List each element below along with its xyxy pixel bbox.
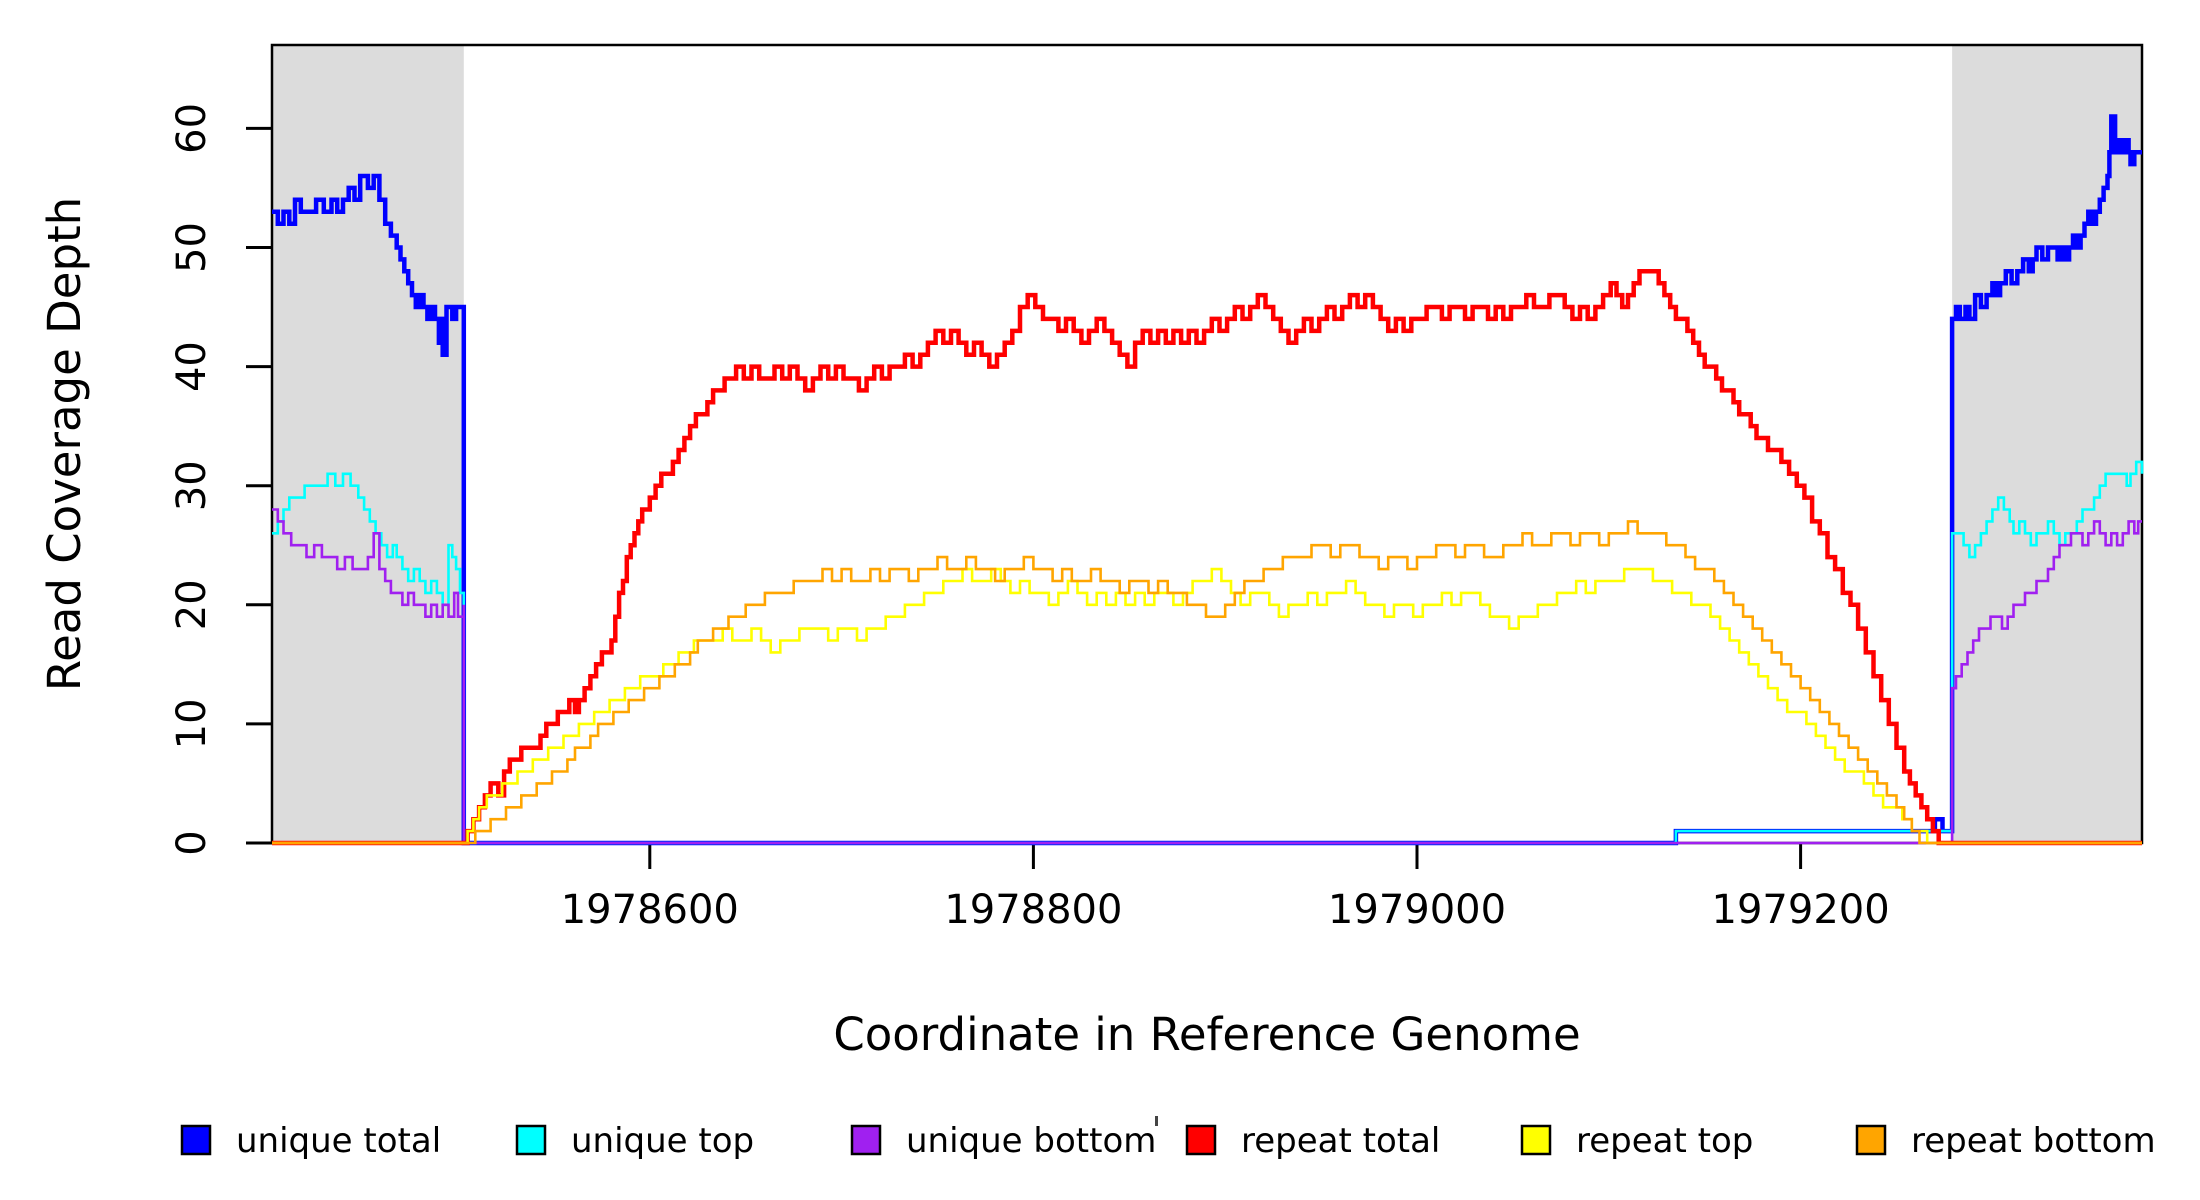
- series-unique-bottom: [272, 508, 2142, 845]
- y-tick-label: 10: [169, 698, 215, 749]
- y-tick-label: 40: [169, 341, 215, 392]
- series-unique-top: [272, 460, 2144, 845]
- artifact-dot: [1155, 1116, 1158, 1126]
- y-axis-title: Read Coverage Depth: [38, 197, 91, 691]
- legend-label-repeat-bottom: repeat bottom: [1911, 1121, 2156, 1161]
- legend-label-unique-total: unique total: [236, 1121, 441, 1161]
- unique-region-left: [272, 45, 464, 843]
- series-repeat-total: [272, 269, 2142, 846]
- legend-swatch-repeat-top: [1520, 1124, 1552, 1156]
- legend-swatch-repeat-bottom: [1855, 1124, 1887, 1156]
- x-tick-label: 1978800: [944, 887, 1122, 933]
- legend-label-unique-bottom: unique bottom: [906, 1121, 1156, 1161]
- x-tick-label: 1979200: [1712, 887, 1890, 933]
- chart-legend: unique total unique top unique bottom repea…: [180, 1121, 2156, 1161]
- y-tick-label: 50: [169, 222, 215, 273]
- axes: 1978600 1978800 1979000 1979200 0 10 20 30 40 50 6…: [169, 103, 1890, 933]
- y-tick-label: 0: [169, 830, 215, 855]
- unique-region-right: [1952, 45, 2142, 843]
- y-tick-label: 30: [169, 460, 215, 511]
- series-unique-total: [272, 114, 2142, 846]
- legend-swatch-repeat-total: [1185, 1124, 1217, 1156]
- coverage-series: [272, 114, 2144, 846]
- series-repeat-bottom: [272, 520, 2142, 845]
- legend-label-unique-top: unique top: [571, 1121, 754, 1161]
- x-tick-label: 1979000: [1328, 887, 1506, 933]
- y-tick-label: 20: [169, 579, 215, 630]
- y-tick-label: 60: [169, 103, 215, 154]
- legend-swatch-unique-top: [515, 1124, 547, 1156]
- legend-label-repeat-top: repeat top: [1576, 1121, 1753, 1161]
- legend-swatch-unique-total: [180, 1124, 212, 1156]
- x-axis-title: Coordinate in Reference Genome: [833, 1008, 1580, 1061]
- x-tick-label: 1978600: [561, 887, 739, 933]
- legend-label-repeat-total: repeat total: [1241, 1121, 1440, 1161]
- legend-swatch-unique-bottom: [850, 1124, 882, 1156]
